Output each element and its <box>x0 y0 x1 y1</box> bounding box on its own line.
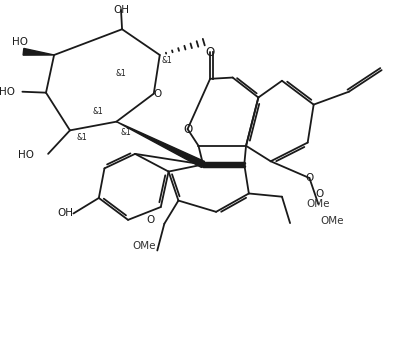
Text: &1: &1 <box>115 69 126 78</box>
Text: &1: &1 <box>77 133 88 142</box>
Text: O: O <box>305 173 314 183</box>
Text: &1: &1 <box>93 107 103 116</box>
Text: OH: OH <box>57 208 73 218</box>
Text: O: O <box>147 215 155 225</box>
Polygon shape <box>23 48 54 55</box>
Text: O: O <box>316 189 324 199</box>
Text: OH: OH <box>113 5 129 15</box>
Text: HO: HO <box>0 87 15 97</box>
Text: O: O <box>154 89 162 99</box>
Text: &1: &1 <box>162 56 172 65</box>
Text: OMe: OMe <box>320 216 344 226</box>
Text: HO: HO <box>18 150 34 160</box>
Text: OMe: OMe <box>306 199 330 209</box>
Text: O: O <box>183 122 192 136</box>
Text: HO: HO <box>12 37 28 47</box>
Text: OMe: OMe <box>132 241 156 251</box>
Text: O: O <box>205 46 215 59</box>
Text: &1: &1 <box>121 128 132 137</box>
Polygon shape <box>116 122 205 167</box>
